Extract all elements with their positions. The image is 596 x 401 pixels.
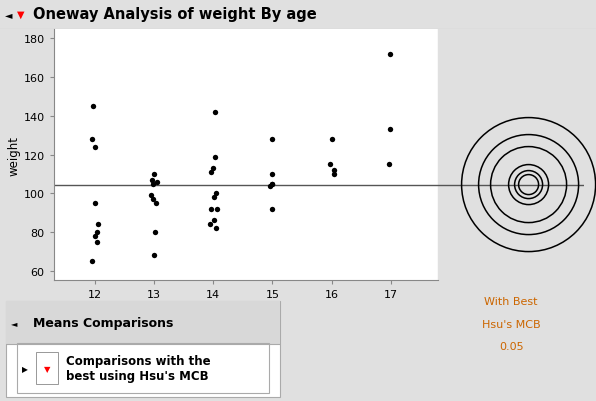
- Point: [386, 127, 395, 133]
- Point: [209, 218, 219, 224]
- Point: [147, 192, 156, 199]
- Point: [329, 171, 339, 178]
- FancyBboxPatch shape: [6, 301, 280, 397]
- Point: [148, 181, 157, 187]
- Point: [268, 181, 277, 187]
- Point: [329, 168, 339, 174]
- Point: [89, 104, 98, 110]
- Text: Comparisons with the
best using Hsu's MCB: Comparisons with the best using Hsu's MC…: [66, 354, 211, 382]
- Point: [266, 183, 275, 189]
- Point: [150, 252, 159, 259]
- Point: [151, 200, 161, 207]
- Point: [206, 169, 216, 176]
- Point: [91, 200, 100, 207]
- Point: [151, 229, 160, 236]
- Text: Hsu's MCB: Hsu's MCB: [482, 319, 541, 329]
- Point: [92, 229, 101, 236]
- Point: [205, 221, 215, 228]
- Point: [212, 206, 221, 213]
- Point: [209, 166, 218, 172]
- Point: [94, 221, 103, 228]
- Point: [325, 162, 335, 168]
- FancyBboxPatch shape: [17, 343, 269, 393]
- Point: [149, 171, 159, 178]
- Point: [92, 239, 102, 245]
- Point: [267, 181, 277, 187]
- Point: [384, 162, 394, 168]
- Text: ▶: ▶: [23, 364, 28, 373]
- Text: ◄: ◄: [5, 10, 13, 20]
- Point: [90, 233, 100, 239]
- Point: [210, 109, 219, 116]
- Point: [268, 171, 277, 178]
- Point: [209, 194, 219, 201]
- Bar: [6, 301, 280, 344]
- Text: Oneway Analysis of weight By age: Oneway Analysis of weight By age: [33, 7, 316, 22]
- X-axis label: age: age: [235, 305, 257, 318]
- Text: With Best: With Best: [485, 297, 538, 307]
- Point: [153, 179, 162, 185]
- Point: [148, 196, 158, 203]
- Text: ◄: ◄: [11, 318, 18, 327]
- Point: [267, 136, 277, 143]
- Point: [147, 177, 157, 184]
- Point: [212, 190, 221, 197]
- Text: 0.05: 0.05: [499, 341, 523, 351]
- Point: [327, 136, 337, 143]
- Point: [385, 52, 395, 58]
- Point: [212, 225, 221, 232]
- Point: [210, 154, 220, 160]
- Y-axis label: weight: weight: [8, 135, 21, 175]
- Point: [268, 206, 277, 213]
- Text: ▼: ▼: [17, 10, 24, 20]
- Point: [207, 206, 216, 213]
- Point: [90, 144, 100, 151]
- Text: Means Comparisons: Means Comparisons: [33, 316, 174, 329]
- Text: ▼: ▼: [44, 364, 51, 373]
- Point: [87, 136, 97, 143]
- Point: [87, 258, 97, 265]
